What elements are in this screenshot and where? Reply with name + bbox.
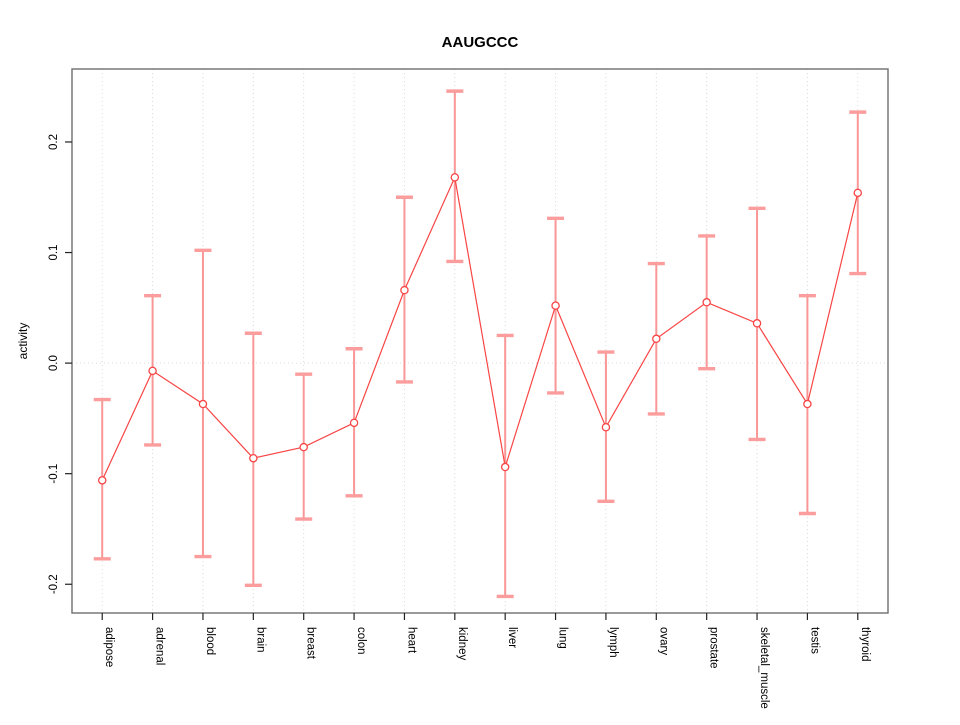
error-bars	[93, 89, 867, 599]
x-tick-label: breast	[305, 627, 317, 660]
x-axis: adipose adrenal blood brain breast colon heart…	[101, 613, 871, 709]
data-point	[400, 285, 409, 295]
series-line	[101, 175, 859, 481]
x-tick-label: heart	[405, 627, 417, 654]
data-point	[853, 188, 863, 198]
x-tick-label: ovary	[657, 627, 669, 655]
x-tick-label: thyroid	[859, 627, 871, 662]
data-point	[349, 418, 359, 428]
x-tick-label: liver	[506, 627, 518, 648]
data-point	[652, 334, 661, 344]
data-point	[450, 173, 460, 182]
y-tick-label: -0.1	[48, 464, 60, 484]
x-tick-label: blood	[204, 627, 216, 655]
data-point	[601, 422, 611, 432]
x-tick-label: brain	[254, 627, 266, 653]
data-point	[198, 399, 208, 409]
y-tick-label: 0.0	[48, 355, 60, 371]
x-tick-label: prostate	[708, 627, 720, 669]
x-tick-label: colon	[355, 627, 367, 655]
y-tick-label: 0.2	[48, 134, 60, 150]
x-tick-label: lung	[557, 627, 569, 649]
y-tick-label: 0.1	[48, 245, 60, 261]
gridlines	[72, 69, 888, 613]
x-tick-label: adipose	[103, 627, 115, 667]
data-point	[97, 476, 107, 485]
x-tick-label: kidney	[456, 627, 468, 660]
data-points	[97, 173, 863, 485]
y-tick-label: -0.2	[48, 574, 60, 594]
data-point	[803, 399, 812, 409]
data-point	[551, 301, 560, 310]
x-tick-label: testis	[808, 627, 820, 654]
data-point	[249, 453, 258, 463]
data-line	[101, 175, 859, 481]
chart-title: AAUGCCC	[442, 34, 519, 51]
x-tick-label: lymph	[607, 627, 619, 658]
data-point	[148, 366, 157, 376]
x-tick-label: adrenal	[154, 627, 166, 665]
data-point	[500, 462, 510, 472]
plot-border	[71, 68, 889, 614]
data-point	[752, 319, 762, 328]
y-axis-label: activity	[16, 323, 30, 360]
data-point	[702, 298, 711, 307]
y-axis: -0.2 -0.1 0.0 0.1 0.2	[48, 134, 72, 594]
x-tick-label: skeletal_muscle	[758, 627, 770, 709]
data-point	[299, 442, 308, 452]
